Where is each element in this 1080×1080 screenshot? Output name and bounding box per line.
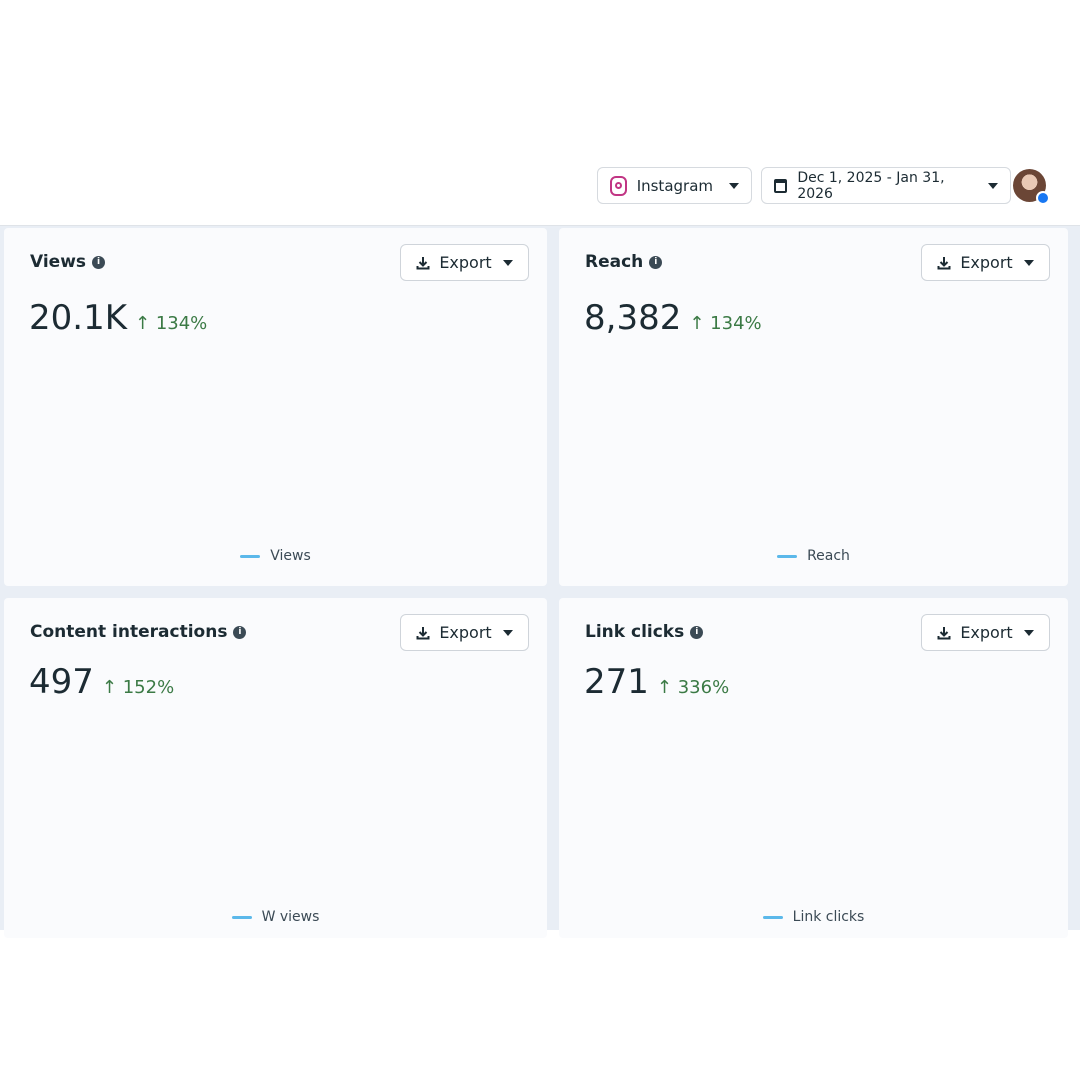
legend-swatch: [777, 554, 798, 558]
chevron-down-icon: [502, 629, 513, 636]
chart-legend: W views: [4, 909, 547, 925]
date-range-dropdown[interactable]: Dec 1, 2025 - Jan 31, 2026: [761, 167, 1011, 204]
metric-value: 20.1K: [29, 298, 127, 338]
chevron-down-icon: [502, 259, 513, 266]
metric-summary: 497 ↑ 152%: [29, 662, 174, 702]
platform-dropdown[interactable]: Instagram: [597, 167, 752, 204]
instagram-icon: [610, 175, 627, 196]
facebook-badge-icon: [1036, 191, 1050, 205]
line-chart: [4, 714, 547, 899]
top-toolbar: Instagram Dec 1, 2025 - Jan 31, 2026: [0, 150, 1080, 226]
info-icon[interactable]: i: [92, 255, 106, 269]
export-button[interactable]: 50150200250300Dec 1Dec 11Dec 21Dec 31Jan…: [921, 614, 1050, 651]
chart-legend: Reach: [559, 548, 1068, 564]
arrow-up-icon: ↑: [135, 313, 151, 334]
avatar[interactable]: [1013, 169, 1050, 205]
metric-delta: ↑ 134%: [689, 313, 762, 334]
legend-swatch: [240, 554, 261, 558]
export-button[interactable]: 0202550125Dec 1Dec 11Dec 21Dec 31Jan 10J…: [400, 614, 529, 651]
metric-summary: 271 ↑ 336%: [584, 662, 729, 702]
chevron-down-icon: [988, 182, 998, 189]
legend-swatch: [762, 915, 783, 919]
card-title: Link clicks i: [585, 622, 704, 642]
metric-value: 497: [29, 662, 94, 702]
export-button[interactable]: 05001,2001,5002000Dec 1Dec 11Dec 21Dec 3…: [921, 244, 1050, 281]
metric-delta: ↑ 336%: [656, 677, 730, 698]
chevron-down-icon: [1023, 629, 1034, 636]
arrow-up-icon: ↑: [689, 313, 705, 334]
metric-delta: ↑ 134%: [135, 313, 208, 334]
chart-legend: Views: [4, 548, 547, 564]
line-chart: [559, 353, 1068, 538]
download-icon: 0202550125Dec 1Dec 11Dec 21Dec 31Jan 10J…: [416, 626, 430, 639]
calendar-icon: [774, 178, 788, 193]
download-icon: 05001,2001,5002000Dec 1Dec 11Dec 21Dec 3…: [937, 256, 951, 269]
download-icon: 50150200250300Dec 1Dec 11Dec 21Dec 31Jan…: [937, 626, 951, 639]
arrow-up-icon: ↑: [656, 677, 672, 698]
info-icon[interactable]: i: [649, 255, 663, 269]
chart-legend: Link clicks: [559, 909, 1068, 925]
metric-value: 271: [584, 662, 649, 702]
line-chart: [559, 714, 1068, 899]
metric-summary: 20.1K ↑ 134%: [29, 298, 207, 338]
metric-value: 8,382: [584, 298, 682, 338]
info-icon[interactable]: i: [690, 625, 704, 639]
export-button[interactable]: 01000300040005000Dec 1Dec 11Dec 21Dec 31…: [400, 244, 529, 281]
chevron-down-icon: [729, 182, 739, 189]
card-title: Views i: [30, 252, 106, 272]
chevron-down-icon: [1023, 259, 1034, 266]
info-icon[interactable]: i: [233, 625, 247, 639]
download-icon: 01000300040005000Dec 1Dec 11Dec 21Dec 31…: [416, 256, 430, 269]
metric-summary: 8,382 ↑ 134%: [584, 298, 762, 338]
arrow-up-icon: ↑: [101, 677, 117, 698]
line-chart: [4, 353, 547, 538]
card-title: Reach i: [585, 252, 663, 272]
card-title: Content interactions i: [30, 622, 247, 642]
metric-delta: ↑ 152%: [101, 677, 175, 698]
legend-swatch: [231, 915, 252, 919]
